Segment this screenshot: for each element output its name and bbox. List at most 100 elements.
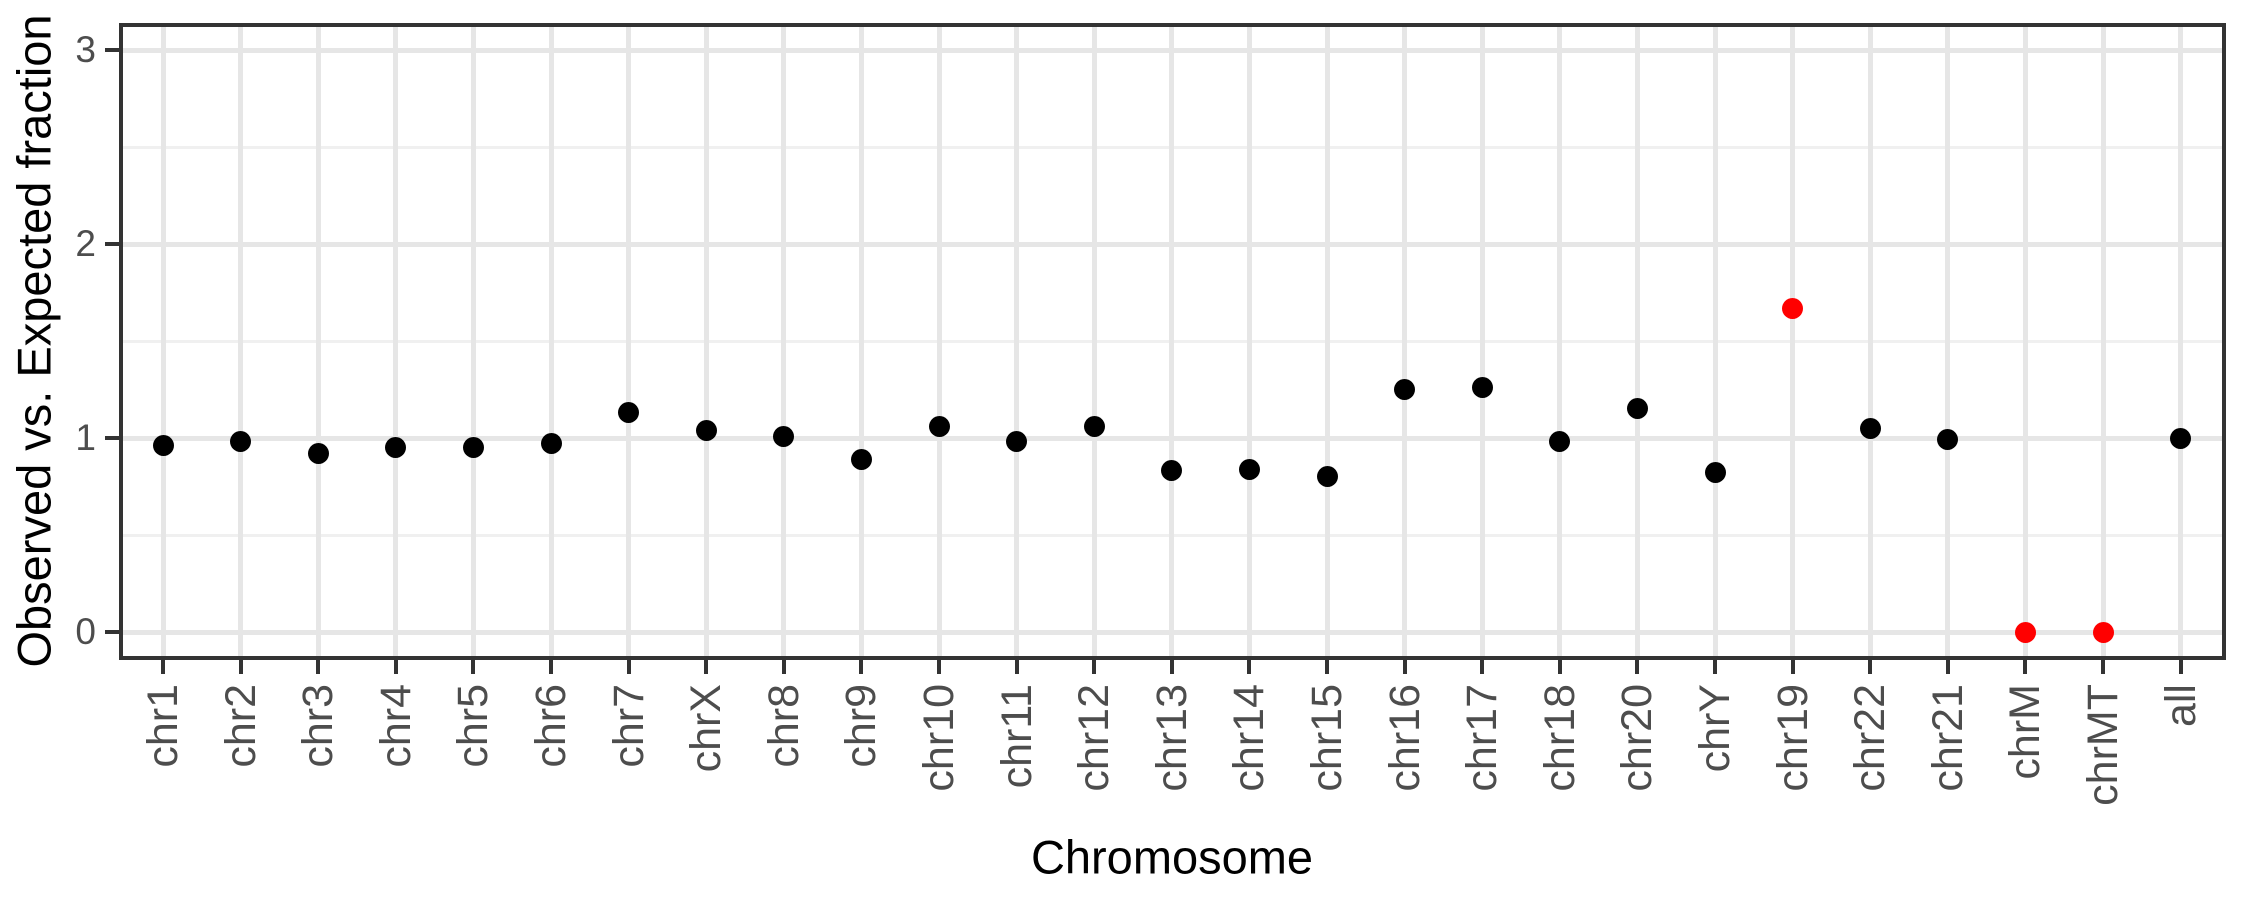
- x-tick-label-text: chr20: [1613, 684, 1662, 792]
- gridline-x-chr21: [1945, 27, 1951, 656]
- gridline-x-chr2: [238, 27, 244, 656]
- x-tick-label-text: chr19: [1768, 684, 1817, 792]
- data-point-chr14: [1238, 458, 1260, 480]
- gridline-x-chrM: [2022, 27, 2028, 656]
- x-tick-label-chr9: chr9: [837, 684, 922, 768]
- x-tick-label-text: chr12: [1070, 684, 1119, 792]
- gridline-x-chr7: [626, 27, 632, 656]
- x-tick-mark: [471, 660, 476, 674]
- x-tick-label-text: chr15: [1303, 684, 1351, 792]
- data-point-chr3: [307, 443, 329, 465]
- x-tick-mark: [1557, 660, 1562, 674]
- x-tick-label-text: chr9: [837, 684, 886, 768]
- x-tick-label-chr1: chr1: [139, 684, 224, 768]
- x-tick-mark: [316, 660, 321, 674]
- gridline-x-chr14: [1246, 27, 1252, 656]
- gridline-x-chr16: [1402, 27, 1408, 656]
- gridline-x-chr8: [781, 27, 787, 656]
- x-tick-mark: [2023, 660, 2028, 674]
- x-tick-label-text: chr21: [1923, 684, 1972, 792]
- gridline-x-all: [2178, 27, 2184, 656]
- gridline-x-chr13: [1169, 27, 1175, 656]
- x-tick-mark: [626, 660, 631, 674]
- x-tick-label-text: chr6: [527, 684, 575, 768]
- gridline-x-chr1: [160, 27, 166, 656]
- data-point-all: [2170, 427, 2192, 449]
- x-tick-label-chr7: chr7: [605, 684, 690, 768]
- gridline-x-chrMT: [2100, 27, 2106, 656]
- x-tick-mark: [1713, 660, 1717, 674]
- gridline-x-chr10: [936, 27, 942, 656]
- x-tick-mark: [1635, 660, 1640, 674]
- data-point-chr21: [1937, 429, 1959, 451]
- y-tick-mark: [105, 436, 119, 440]
- x-tick-mark: [161, 660, 165, 674]
- data-point-chr16: [1394, 379, 1416, 400]
- y-tick-label: 0: [75, 611, 96, 652]
- gridline-x-chr22: [1867, 27, 1873, 656]
- data-point-chrY: [1704, 462, 1726, 484]
- x-tick-label-all: all: [2156, 684, 2205, 730]
- x-tick-label-chr6: chr6: [527, 684, 612, 768]
- x-tick-label-text: chrMT: [2079, 684, 2127, 806]
- gridline-x-chr9: [858, 27, 864, 656]
- y-tick-mark: [105, 630, 119, 634]
- x-tick-label-chrY: chrY: [1691, 684, 1780, 772]
- x-axis-title: Chromosome: [1030, 830, 1314, 884]
- data-point-chr2: [230, 431, 252, 453]
- y-tick-mark: [105, 242, 119, 246]
- gridline-x-chr4: [393, 27, 399, 656]
- x-tick-mark: [238, 660, 243, 674]
- x-tick-mark: [2101, 660, 2105, 674]
- x-tick-label-text: chr8: [759, 684, 808, 768]
- x-tick-label-text: chr5: [449, 684, 498, 768]
- x-tick-mark: [781, 660, 786, 674]
- gridline-x-chr19: [1790, 27, 1796, 656]
- gridline-x-chr11: [1014, 27, 1020, 656]
- gridline-x-chr12: [1091, 27, 1097, 656]
- x-tick-mark: [549, 660, 553, 674]
- x-tick-mark: [1402, 660, 1407, 674]
- data-point-chr19: [1782, 297, 1804, 319]
- x-tick-mark: [937, 660, 941, 674]
- x-tick-label-chr4: chr4: [372, 684, 457, 768]
- x-tick-mark: [2178, 660, 2183, 674]
- x-tick-mark: [859, 660, 864, 674]
- data-point-chr13: [1161, 460, 1183, 482]
- x-tick-label-text: chr2: [216, 684, 265, 768]
- x-tick-mark: [1247, 660, 1252, 674]
- x-tick-label-text: chr17: [1458, 684, 1507, 792]
- x-tick-label-text: chr18: [1535, 684, 1584, 792]
- gridline-x-chr20: [1634, 27, 1640, 656]
- x-tick-label-chr3: chr3: [294, 684, 379, 768]
- gridline-x-chr17: [1479, 27, 1485, 656]
- x-tick-label-text: chr7: [604, 684, 653, 768]
- data-point-chr22: [1859, 417, 1881, 439]
- gridline-x-chr18: [1557, 27, 1563, 656]
- x-tick-label-text: chr3: [294, 684, 343, 768]
- x-tick-label-text: chr11: [992, 684, 1041, 789]
- x-tick-label-text: chr14: [1225, 684, 1274, 792]
- y-axis-title: Observed vs. Expected fraction: [7, 14, 61, 668]
- x-tick-label-text: all: [2156, 684, 2205, 728]
- gridline-x-chr3: [315, 27, 321, 656]
- x-tick-mark: [1790, 660, 1795, 674]
- x-tick-mark: [704, 660, 709, 674]
- x-tick-label-text: chrY: [1691, 684, 1739, 773]
- data-point-chr4: [385, 437, 407, 459]
- y-tick-label: 2: [75, 223, 96, 264]
- x-tick-label-text: chr22: [1846, 684, 1895, 792]
- x-tick-mark: [1480, 660, 1485, 674]
- plot-panel: [119, 23, 2226, 660]
- data-point-chr10: [928, 415, 950, 437]
- x-tick-mark: [393, 660, 398, 674]
- data-point-chr6: [540, 433, 562, 455]
- x-tick-label-chr2: chr2: [217, 684, 302, 768]
- x-tick-label-text: chr13: [1147, 684, 1196, 792]
- data-point-chr20: [1626, 398, 1648, 420]
- x-tick-mark: [1945, 660, 1950, 674]
- x-tick-label-text: chr4: [371, 684, 420, 768]
- x-tick-label-text: chrM: [2001, 684, 2050, 780]
- y-tick-mark: [105, 48, 119, 52]
